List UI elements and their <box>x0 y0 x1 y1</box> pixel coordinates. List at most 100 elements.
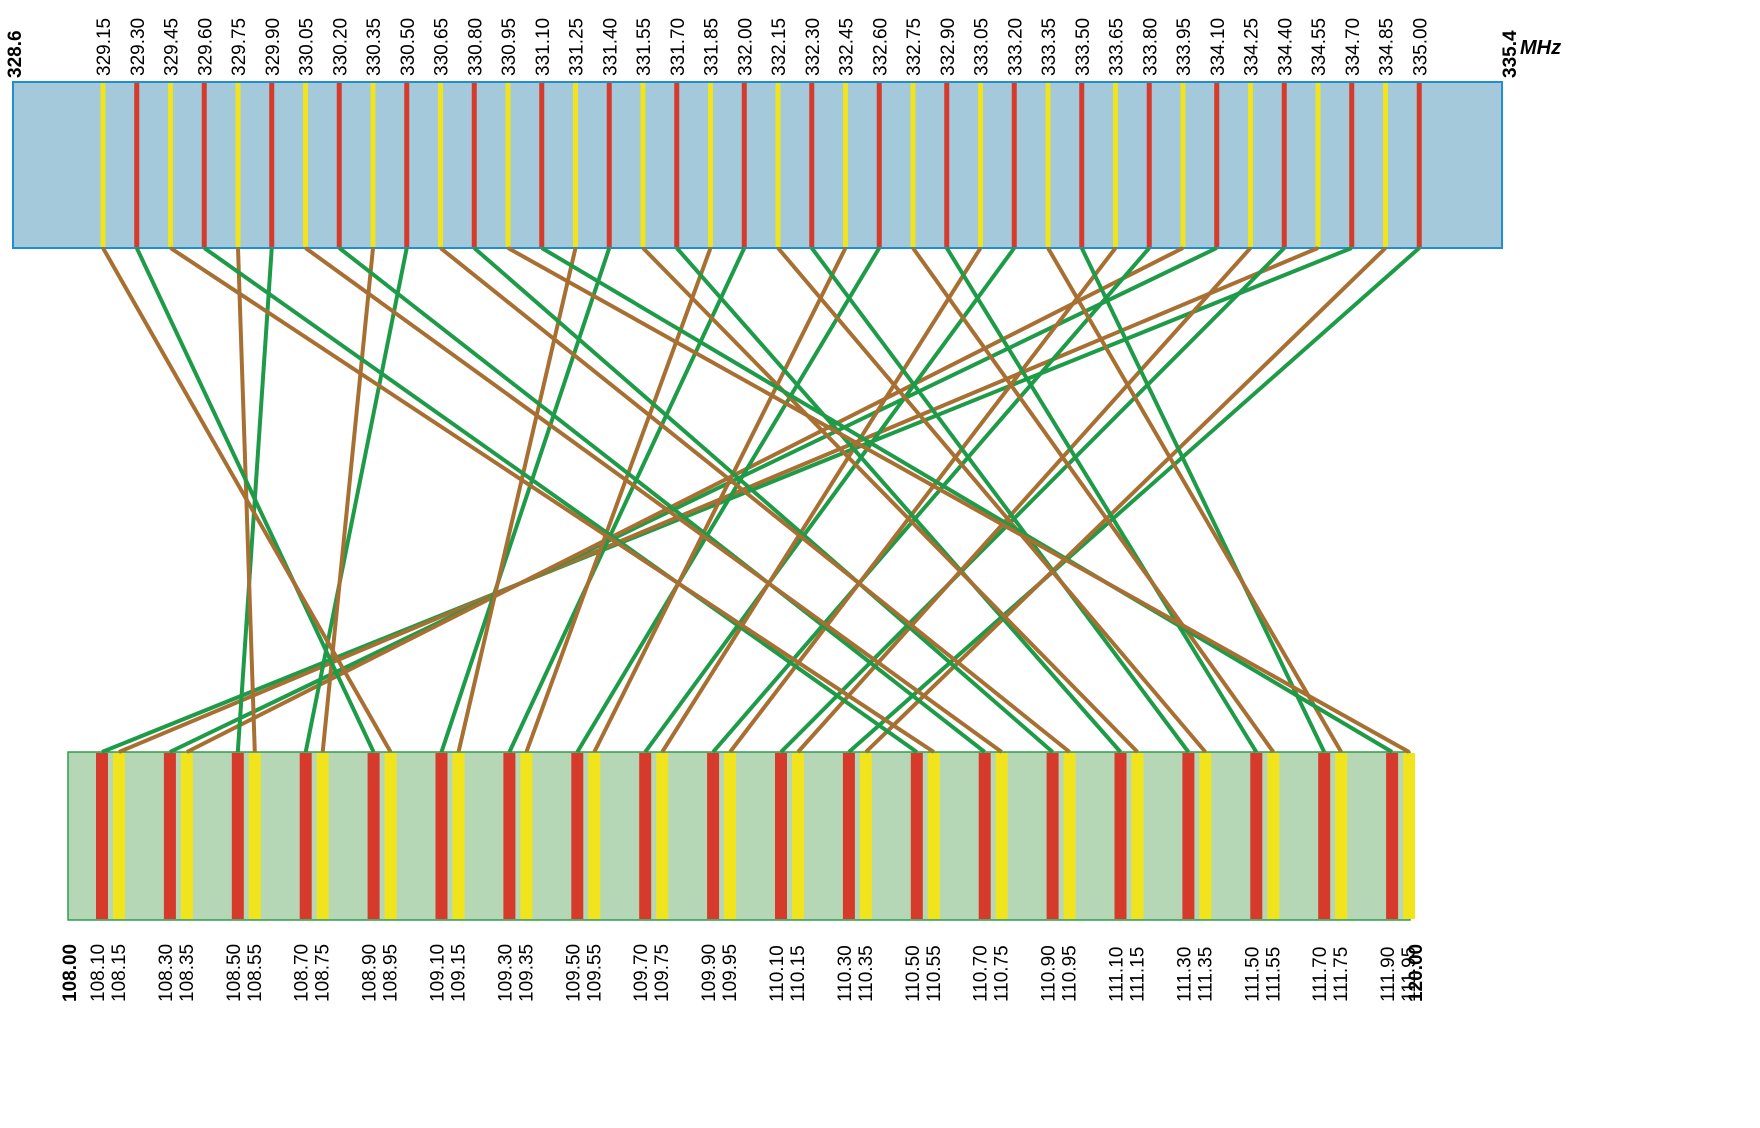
vhf-channel-label: 111.95 <box>1399 947 1420 1002</box>
uhf-channel-marker <box>1011 83 1017 247</box>
vhf-channel-label: 110.95 <box>1060 945 1081 1002</box>
pairing-link <box>472 246 1054 754</box>
pairing-link <box>456 247 578 753</box>
uhf-channel-marker <box>1180 83 1186 247</box>
vhf-channel-label: 109.50 <box>563 944 584 1002</box>
pairing-link <box>540 246 1394 754</box>
vhf-channel-label: 111.30 <box>1174 947 1195 1002</box>
uhf-channel-marker <box>1383 83 1388 247</box>
vhf-channel-marker <box>1182 753 1195 919</box>
vhf-channel-label: 110.15 <box>788 945 809 1002</box>
vhf-channel-marker <box>299 753 312 919</box>
pairing-link <box>203 246 918 754</box>
uhf-channel-label: 329.45 <box>162 18 183 76</box>
vhf-channel-label: 108.30 <box>156 944 177 1002</box>
vhf-channel-marker <box>1267 753 1280 919</box>
uhf-channel-label: 330.05 <box>297 18 318 76</box>
vhf-channel-marker <box>1318 753 1331 919</box>
pairing-link <box>320 247 375 753</box>
uhf-channel-marker <box>1045 83 1051 247</box>
vhf-channel-marker <box>1131 753 1144 919</box>
unit-label: MHz <box>1520 37 1561 59</box>
pairing-link <box>1046 246 1343 754</box>
vhf-channel-marker <box>367 753 380 919</box>
vhf-channel-label: 108.50 <box>224 944 245 1002</box>
vhf-min-label: 108.00 <box>60 944 81 1002</box>
vhf-channel-marker <box>842 753 855 919</box>
vhf-channel-label: 109.95 <box>720 944 741 1002</box>
uhf-channel-marker <box>505 83 511 247</box>
uhf-channel-label: 329.90 <box>263 18 284 76</box>
vhf-channel-markers <box>96 753 1416 919</box>
uhf-channel-label: 334.85 <box>1377 18 1398 76</box>
pairing-link <box>810 246 1191 754</box>
uhf-channel-label: 331.55 <box>634 18 655 76</box>
uhf-channel-label: 333.50 <box>1073 18 1094 76</box>
pairing-link <box>303 247 409 753</box>
uhf-channel-marker <box>573 83 578 247</box>
vhf-channel-marker <box>588 753 601 919</box>
pairing-link <box>592 247 848 753</box>
vhf-channel-marker <box>859 753 872 919</box>
vhf-channel-marker <box>113 753 125 919</box>
pairing-links <box>101 246 1421 754</box>
vhf-channel-label: 108.95 <box>381 944 402 1002</box>
vhf-channel-marker <box>1250 753 1263 919</box>
vhf-channel-marker <box>639 753 652 919</box>
vhf-channel-marker <box>792 753 804 919</box>
uhf-channel-label: 332.45 <box>837 18 858 76</box>
uhf-channel-marker <box>370 83 376 247</box>
uhf-channel-marker <box>303 83 308 247</box>
uhf-channel-marker <box>100 83 106 247</box>
vhf-channel-label: 111.15 <box>1128 947 1149 1002</box>
pairing-link <box>728 246 1118 754</box>
pairing-link <box>185 246 1184 754</box>
pairing-link <box>641 246 1139 754</box>
pairing-link <box>439 246 1071 754</box>
vhf-channel-marker <box>1046 753 1059 919</box>
uhf-min-label: 328.6 <box>5 30 26 78</box>
uhf-channel-label: 333.05 <box>972 18 993 76</box>
uhf-channel-label: 333.95 <box>1174 18 1195 76</box>
vhf-channel-marker <box>910 753 923 919</box>
uhf-channel-label: 330.95 <box>499 18 520 76</box>
uhf-channel-marker <box>809 83 815 247</box>
pairing-link <box>711 246 1151 754</box>
vhf-channel-marker <box>520 753 533 919</box>
vhf-channel-marker <box>978 753 991 919</box>
uhf-channel-label: 334.10 <box>1208 18 1229 76</box>
uhf-channel-label: 334.40 <box>1275 18 1296 76</box>
pairing-link <box>134 247 376 753</box>
uhf-channel-label: 330.20 <box>330 18 351 76</box>
uhf-channel-label: 329.15 <box>94 18 115 76</box>
uhf-channel-marker <box>235 83 241 247</box>
pairing-link <box>945 246 1259 754</box>
vhf-channel-marker <box>1114 753 1127 919</box>
uhf-channel-marker <box>1079 83 1085 247</box>
vhf-channel-label: 109.55 <box>584 944 605 1002</box>
vhf-channel-marker <box>316 753 329 919</box>
vhf-channel-label: 108.10 <box>88 944 109 1002</box>
uhf-channel-marker <box>1113 83 1118 247</box>
uhf-channel-label: 334.55 <box>1309 18 1330 76</box>
pairing-link <box>796 246 1252 754</box>
pairing-link <box>779 246 1286 754</box>
uhf-max-label: 335.4 <box>1500 30 1521 78</box>
vhf-channel-label: 110.55 <box>924 945 945 1002</box>
uhf-channel-marker <box>674 83 680 247</box>
vhf-channel-label: 109.35 <box>516 944 537 1002</box>
uhf-channel-label: 330.50 <box>398 18 419 76</box>
pairing-link <box>304 246 1003 754</box>
uhf-channel-label: 332.30 <box>803 18 824 76</box>
vhf-channel-marker <box>1063 753 1076 919</box>
vhf-channel-label: 108.75 <box>313 944 334 1002</box>
vhf-max-label: 120.00 <box>1406 944 1427 1002</box>
vhf-channel-marker <box>995 753 1008 919</box>
uhf-channel-marker <box>1349 83 1355 247</box>
uhf-channel-label: 333.65 <box>1107 18 1128 76</box>
vhf-channel-marker <box>1335 753 1348 919</box>
vhf-channel-label: 109.10 <box>428 944 449 1002</box>
vhf-channel-marker <box>927 753 940 919</box>
vhf-channel-label: 110.10 <box>767 945 788 1002</box>
pairing-link <box>776 246 1207 754</box>
